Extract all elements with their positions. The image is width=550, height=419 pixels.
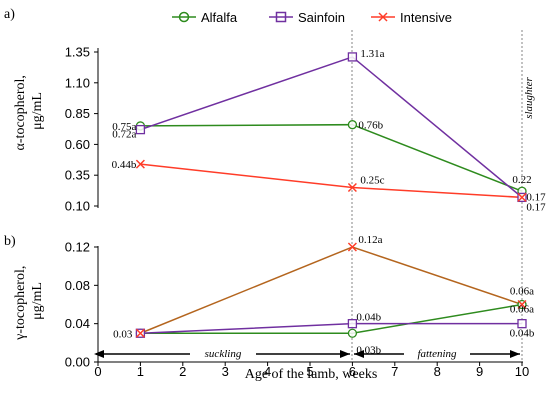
panel-b-label: b) [4,234,16,249]
panel-b-series-line-sainfoin [140,322,522,334]
fattening-label-bg [404,345,470,361]
panel-a-point-intensive [347,182,357,193]
panel-a-point-intensive [517,192,527,202]
panel-b-ytick-label: 0.08 [65,278,90,293]
panel-a-data-label-intensive: 0.17 [526,191,546,203]
legend-marker-sainfoin [275,11,287,23]
panel-b-ylabel-line1: γ-tocopherol, [13,266,28,341]
panel-a-data-label-alfalfa: 0.76b [358,120,383,132]
suckling-label: suckling [205,348,242,360]
panel-b-ytick-label: 0.12 [65,240,90,255]
legend-item-sainfoin: Sainfoin [269,10,345,25]
panel-a-series-line-sainfoin [140,56,523,198]
tick-layer: 0.10 0.35 0.60 0.85 1.10 1.35 0.00 0.04 0.08 0.12… [65,45,530,380]
panel-b-point-intensive [517,299,527,310]
panel-a-point-sainfoin [135,124,146,135]
panel-a-ytick-label: 0.85 [65,106,90,121]
panel-a-data-label-sainfoin: 0.72a [112,129,136,141]
x-tick-label: 2 [179,364,186,379]
panel-a-ylabel: α-tocopherol, μg/mL [13,72,45,151]
panel-a-data-label-alfalfa: 0.75a [112,121,136,133]
legend-label-intensive: Intensive [400,10,452,25]
panel-a-point-sainfoin [347,52,358,62]
x-tick-label: 8 [434,364,441,379]
phase-fattening: fattening [354,345,520,361]
fattening-arrow-left-head [354,350,364,358]
panel-a-ytick-label: 0.60 [65,137,90,152]
legend-marker-alfalfa [178,11,190,23]
x-tick-label: 4 [264,364,271,379]
suckling-arrow-right-head [340,350,350,358]
panel-b-ytick-label: 0.04 [65,316,90,331]
panel-a-ytick-label: 1.35 [65,45,90,60]
panel-b-data-label-intensive: 0.12a [358,234,382,246]
panel-b-data-label-intensive: 0.06a [510,304,534,316]
fattening-label: fattening [417,348,457,360]
panel-a-data-label-sainfoin: 1.31a [360,48,384,60]
suckling-arrow-left-head [94,350,104,358]
panel-b-series-line-intensive [140,246,523,334]
panel-b-point-intensive [135,328,145,338]
panel-a-ytick-label: 0.10 [65,199,90,214]
panel-a-data-label-intensive: 0.25c [360,175,384,187]
series-layer [135,52,527,338]
panel-a-point-alfalfa [347,120,358,130]
x-tick-label: 9 [476,364,483,379]
panel-a-label: a) [4,7,15,22]
panel-a-series-line-alfalfa [140,123,523,192]
legend-label-alfalfa: Alfalfa [201,10,238,25]
phase-suckling: suckling [94,345,350,361]
panel-b-point-sainfoin [517,319,527,329]
panel-a-ytick-label: 0.35 [65,168,90,183]
legend-item-alfalfa: Alfalfa [172,10,238,25]
panel-a-data-label-alfalfa: 0.22 [512,174,531,186]
fattening-arrow-right-head [510,350,520,358]
panel-b-data-label-sainfoin: 0.04b [510,328,535,340]
x-tick-label: 3 [222,364,229,379]
legend-item-intensive: Intensive [371,10,452,25]
x-axis-title: Age of the lamb, weeks [245,367,378,382]
suckling-label-bg [190,345,256,361]
x-tick-label: 5 [306,364,313,379]
panel-b-point-intensive [347,242,357,252]
panel-b-series-line-alfalfa [140,303,523,334]
x-tick-label: 1 [137,364,144,379]
data-label-layer: 0.75a 0.76b 0.22 0.72a 1.31a 0.17 0.44b 0.25c 0.… [112,48,546,356]
legend-marker-intensive [378,12,388,22]
panel-b-point-sainfoin [347,319,358,329]
panel-a-ylabel-line2: μg/mL [30,92,45,130]
panel-b-point-alfalfa [347,328,358,338]
panel-b-data-label-alfalfa: 0.06a [510,286,534,298]
panel-a-ylabel-line1: α-tocopherol, [13,75,28,150]
panel-a-point-intensive [135,159,145,169]
panel-b-data-label-intensive: 0.03 [113,328,133,340]
legend-label-sainfoin: Sainfoin [298,10,345,25]
x-tick-label: 7 [391,364,398,379]
panel-b-ylabel-line2: μg/mL [30,282,45,320]
panel-b-ylabel: γ-tocopherol, μg/mL [13,262,45,341]
panel-a-data-label-intensive: 0.44b [112,159,137,171]
x-tick-label: 6 [349,364,356,379]
panel-b-data-label-sainfoin: 0.04b [356,312,381,324]
slaughter-label: slaughter [523,77,535,119]
x-tick-label: 0 [94,364,101,379]
panel-a-data-label-sainfoin: 0.17 [526,201,546,213]
legend: Alfalfa Sainfoin Intensive [172,10,452,25]
panel-a-ytick-label: 1.10 [65,75,90,90]
panel-b-data-label-alfalfa: 0.03b [356,344,381,356]
panel-b-ytick-label: 0.00 [65,355,90,370]
x-tick-label: 10 [515,364,529,379]
